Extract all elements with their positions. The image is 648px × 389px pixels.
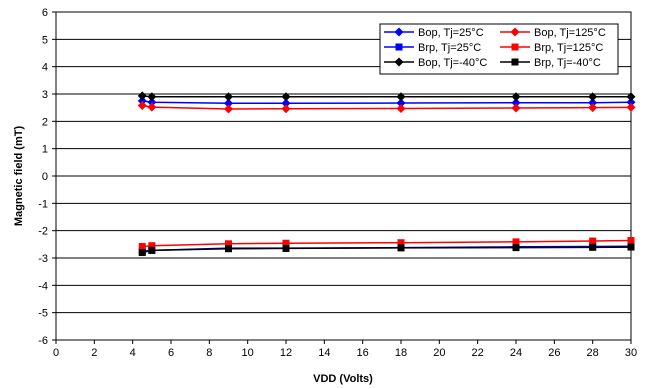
- series-line-bop-tj-25-c: [142, 100, 632, 105]
- data-point-bop-tj-40-c: [137, 91, 147, 101]
- data-point-brp-tj-40-c: [589, 243, 597, 251]
- data-point-brp-tj-125-c: [282, 239, 290, 247]
- y-tick-label: 6: [42, 7, 48, 19]
- x-tick-label: 30: [625, 347, 637, 359]
- y-tick-labels: 6 5 4 3 2 1 0 -1 -2 -3 -4 -5 -6: [38, 7, 48, 347]
- legend-marker-brp-tj-40-c: [511, 58, 519, 66]
- data-point-bop-tj-40-c: [511, 92, 521, 102]
- x-tick-label: 24: [510, 347, 522, 359]
- data-point-bop-tj-125-c: [224, 104, 233, 114]
- legend-marker-bop-tj-25-c: [394, 27, 404, 37]
- legend-label: Bop, Tj=-40°C: [418, 57, 487, 69]
- y-tick-label: -1: [38, 198, 48, 210]
- data-point-bop-tj-40-c: [396, 92, 406, 102]
- legend-marker-bop-tj-40-c: [394, 57, 404, 67]
- y-tick-label: 4: [42, 62, 48, 74]
- data-point-bop-tj-40-c: [224, 92, 233, 102]
- data-point-bop-tj-125-c: [396, 103, 406, 113]
- data-point-brp-tj-40-c: [627, 243, 635, 251]
- gridlines: [52, 11, 632, 344]
- legend: Bop, Tj=25°C Bop, Tj=125°C Brp, Tj=25°C Brp…: [379, 23, 619, 75]
- x-tick-label: 22: [472, 347, 484, 359]
- data-point-bop-tj-25-c: [224, 98, 233, 108]
- x-tick-label: 20: [433, 347, 445, 359]
- series-markers: [137, 91, 636, 257]
- y-tick-label: 3: [42, 89, 48, 101]
- x-tick-label: 14: [318, 347, 330, 359]
- data-point-bop-tj-25-c: [626, 97, 636, 107]
- data-point-brp-tj-40-c: [512, 244, 520, 252]
- data-point-brp-tj-125-c: [225, 240, 232, 248]
- series-lines: [142, 95, 632, 254]
- data-point-bop-tj-25-c: [137, 96, 147, 106]
- y-tick-label: 5: [42, 34, 48, 46]
- y-tick-label: -5: [38, 308, 48, 320]
- data-point-bop-tj-40-c: [281, 92, 291, 102]
- legend-marker-brp-tj-25-c: [395, 43, 403, 51]
- y-tick-label: -4: [38, 280, 48, 292]
- data-point-bop-tj-25-c: [588, 98, 598, 108]
- x-tick-label: 8: [206, 347, 212, 359]
- data-point-bop-tj-125-c: [147, 102, 157, 112]
- y-tick-label: -3: [38, 253, 48, 265]
- series-line-brp-tj-125-c: [142, 239, 632, 248]
- x-tick-label: 10: [242, 347, 254, 359]
- data-point-brp-tj-40-c: [397, 244, 405, 252]
- x-axis-title: VDD (Volts): [313, 373, 373, 385]
- y-tick-label: 1: [42, 144, 48, 156]
- data-point-brp-tj-40-c: [282, 244, 290, 252]
- data-point-bop-tj-125-c: [588, 103, 598, 113]
- y-axis-title: Magnetic field (mT): [13, 126, 25, 227]
- data-point-bop-tj-125-c: [281, 104, 291, 114]
- data-point-brp-tj-40-c: [138, 249, 146, 257]
- data-point-bop-tj-125-c: [626, 102, 636, 112]
- legend-label: Brp, Tj=125°C: [534, 42, 603, 54]
- data-point-brp-tj-125-c: [397, 239, 405, 247]
- legend-marker-brp-tj-125-c: [511, 43, 519, 51]
- x-tick-labels: 0 2 4 6 8 10 12 14 16 18 20 22 24 26 28 30: [53, 347, 637, 359]
- x-tick-label: 2: [91, 347, 97, 359]
- data-point-brp-tj-125-c: [138, 243, 146, 251]
- legend-label: Bop, Tj=125°C: [534, 27, 606, 39]
- legend-label: Bop, Tj=25°C: [418, 27, 484, 39]
- legend-box: [379, 23, 619, 75]
- x-tick-label: 0: [53, 347, 59, 359]
- series-line-bop-tj-40-c: [142, 95, 631, 98]
- data-point-bop-tj-25-c: [396, 98, 406, 108]
- legend-label: Brp, Tj=25°C: [418, 42, 481, 54]
- y-tick-label: -6: [38, 335, 48, 347]
- data-point-bop-tj-25-c: [147, 97, 157, 107]
- data-point-bop-tj-125-c: [511, 103, 521, 113]
- data-point-brp-tj-40-c: [148, 246, 156, 254]
- data-point-bop-tj-25-c: [281, 98, 291, 108]
- data-point-brp-tj-40-c: [225, 245, 232, 253]
- x-tick-label: 18: [395, 347, 407, 359]
- y-tick-label: -2: [38, 226, 48, 238]
- x-tick-label: 12: [280, 347, 292, 359]
- x-tick-label: 6: [168, 347, 174, 359]
- data-point-brp-tj-125-c: [512, 238, 520, 246]
- data-point-bop-tj-40-c: [626, 92, 636, 102]
- data-point-bop-tj-40-c: [147, 92, 157, 102]
- x-tick-label: 28: [587, 347, 599, 359]
- series-line-bop-tj-125-c: [142, 104, 632, 110]
- x-tick-label: 26: [548, 347, 560, 359]
- legend-label: Brp, Tj=-40°C: [534, 57, 601, 69]
- data-point-brp-tj-125-c: [589, 237, 597, 245]
- y-tick-label: 0: [42, 171, 48, 183]
- legend-marker-bop-tj-125-c: [510, 27, 520, 37]
- data-point-bop-tj-40-c: [588, 92, 598, 102]
- y-tick-label: 2: [42, 116, 48, 128]
- series-line-brp-tj-40-c: [142, 246, 632, 254]
- data-point-bop-tj-25-c: [511, 98, 521, 108]
- x-tick-label: 4: [130, 347, 136, 359]
- data-point-brp-tj-125-c: [148, 242, 156, 250]
- data-point-brp-tj-125-c: [627, 237, 635, 245]
- data-point-bop-tj-125-c: [137, 100, 147, 110]
- x-tick-label: 16: [357, 347, 369, 359]
